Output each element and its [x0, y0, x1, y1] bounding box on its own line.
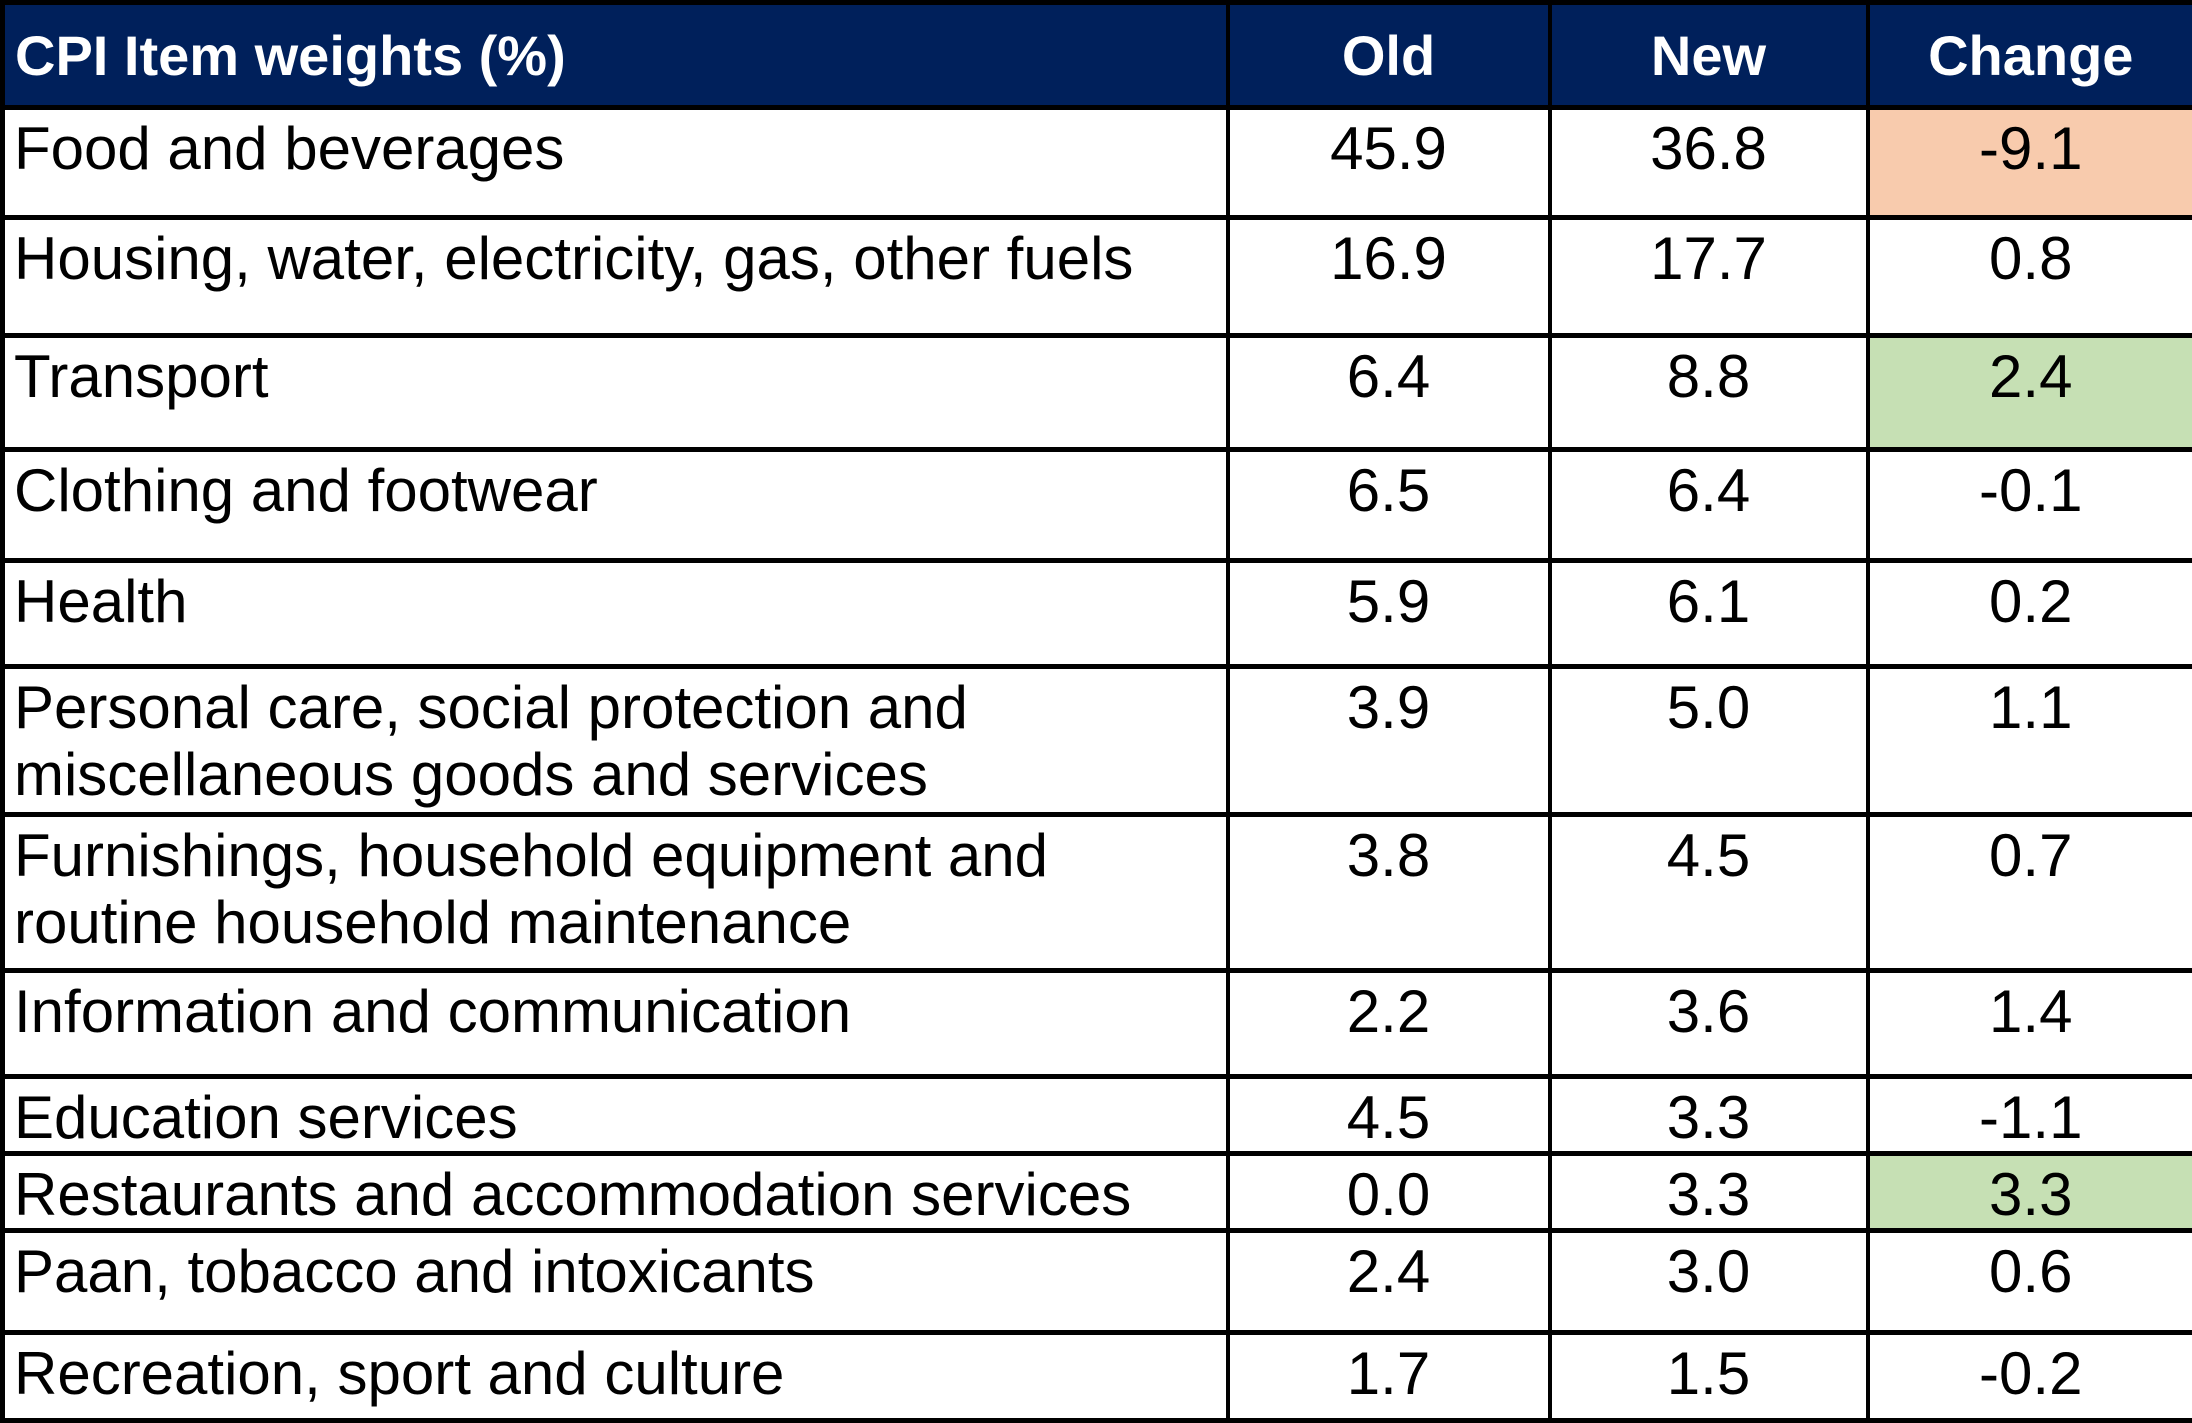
change-value-cell: 2.4	[1868, 336, 2192, 450]
item-label-cell: Information and communication	[3, 971, 1228, 1077]
old-value-cell: 1.7	[1228, 1333, 1550, 1421]
item-label-cell: Transport	[3, 336, 1228, 450]
item-label-cell: Education services	[3, 1077, 1228, 1154]
old-value-cell: 2.4	[1228, 1231, 1550, 1333]
table-row: Personal care, social protection and mis…	[3, 667, 2192, 815]
change-value-cell: 1.4	[1868, 971, 2192, 1077]
item-label-cell: Health	[3, 561, 1228, 667]
change-value-cell: -0.2	[1868, 1333, 2192, 1421]
old-value-cell: 16.9	[1228, 218, 1550, 336]
change-value-cell: 0.2	[1868, 561, 2192, 667]
header-row: CPI Item weights (%) Old New Change	[3, 3, 2192, 108]
new-value-cell: 36.8	[1550, 108, 1868, 218]
new-value-cell: 8.8	[1550, 336, 1868, 450]
table-row: Housing, water, electricity, gas, other …	[3, 218, 2192, 336]
change-value-cell: 0.8	[1868, 218, 2192, 336]
new-value-cell: 6.1	[1550, 561, 1868, 667]
new-value-cell: 3.6	[1550, 971, 1868, 1077]
old-value-cell: 4.5	[1228, 1077, 1550, 1154]
change-value-cell: -1.1	[1868, 1077, 2192, 1154]
old-value-cell: 45.9	[1228, 108, 1550, 218]
change-value-cell: -0.1	[1868, 450, 2192, 561]
item-label-cell: Food and beverages	[3, 108, 1228, 218]
change-value-cell: 0.6	[1868, 1231, 2192, 1333]
column-header-old: Old	[1228, 3, 1550, 108]
table-header: CPI Item weights (%) Old New Change	[3, 3, 2192, 108]
item-label-cell: Clothing and footwear	[3, 450, 1228, 561]
change-value-cell: -9.1	[1868, 108, 2192, 218]
column-header-new: New	[1550, 3, 1868, 108]
new-value-cell: 1.5	[1550, 1333, 1868, 1421]
old-value-cell: 6.5	[1228, 450, 1550, 561]
new-value-cell: 4.5	[1550, 815, 1868, 971]
new-value-cell: 5.0	[1550, 667, 1868, 815]
change-value-cell: 1.1	[1868, 667, 2192, 815]
column-header-change: Change	[1868, 3, 2192, 108]
new-value-cell: 17.7	[1550, 218, 1868, 336]
old-value-cell: 6.4	[1228, 336, 1550, 450]
item-label-cell: Personal care, social protection and mis…	[3, 667, 1228, 815]
old-value-cell: 0.0	[1228, 1154, 1550, 1231]
old-value-cell: 3.8	[1228, 815, 1550, 971]
old-value-cell: 2.2	[1228, 971, 1550, 1077]
table-row: Furnishings, household equipment and rou…	[3, 815, 2192, 971]
change-value-cell: 0.7	[1868, 815, 2192, 971]
item-label-cell: Housing, water, electricity, gas, other …	[3, 218, 1228, 336]
new-value-cell: 6.4	[1550, 450, 1868, 561]
new-value-cell: 3.3	[1550, 1077, 1868, 1154]
item-label-cell: Furnishings, household equipment and rou…	[3, 815, 1228, 971]
old-value-cell: 3.9	[1228, 667, 1550, 815]
item-label-cell: Restaurants and accommodation services	[3, 1154, 1228, 1231]
item-label-cell: Paan, tobacco and intoxicants	[3, 1231, 1228, 1333]
table-title: CPI Item weights (%)	[3, 3, 1228, 108]
change-value-cell: 3.3	[1868, 1154, 2192, 1231]
item-label-cell: Recreation, sport and culture	[3, 1333, 1228, 1421]
new-value-cell: 3.0	[1550, 1231, 1868, 1333]
old-value-cell: 5.9	[1228, 561, 1550, 667]
new-value-cell: 3.3	[1550, 1154, 1868, 1231]
